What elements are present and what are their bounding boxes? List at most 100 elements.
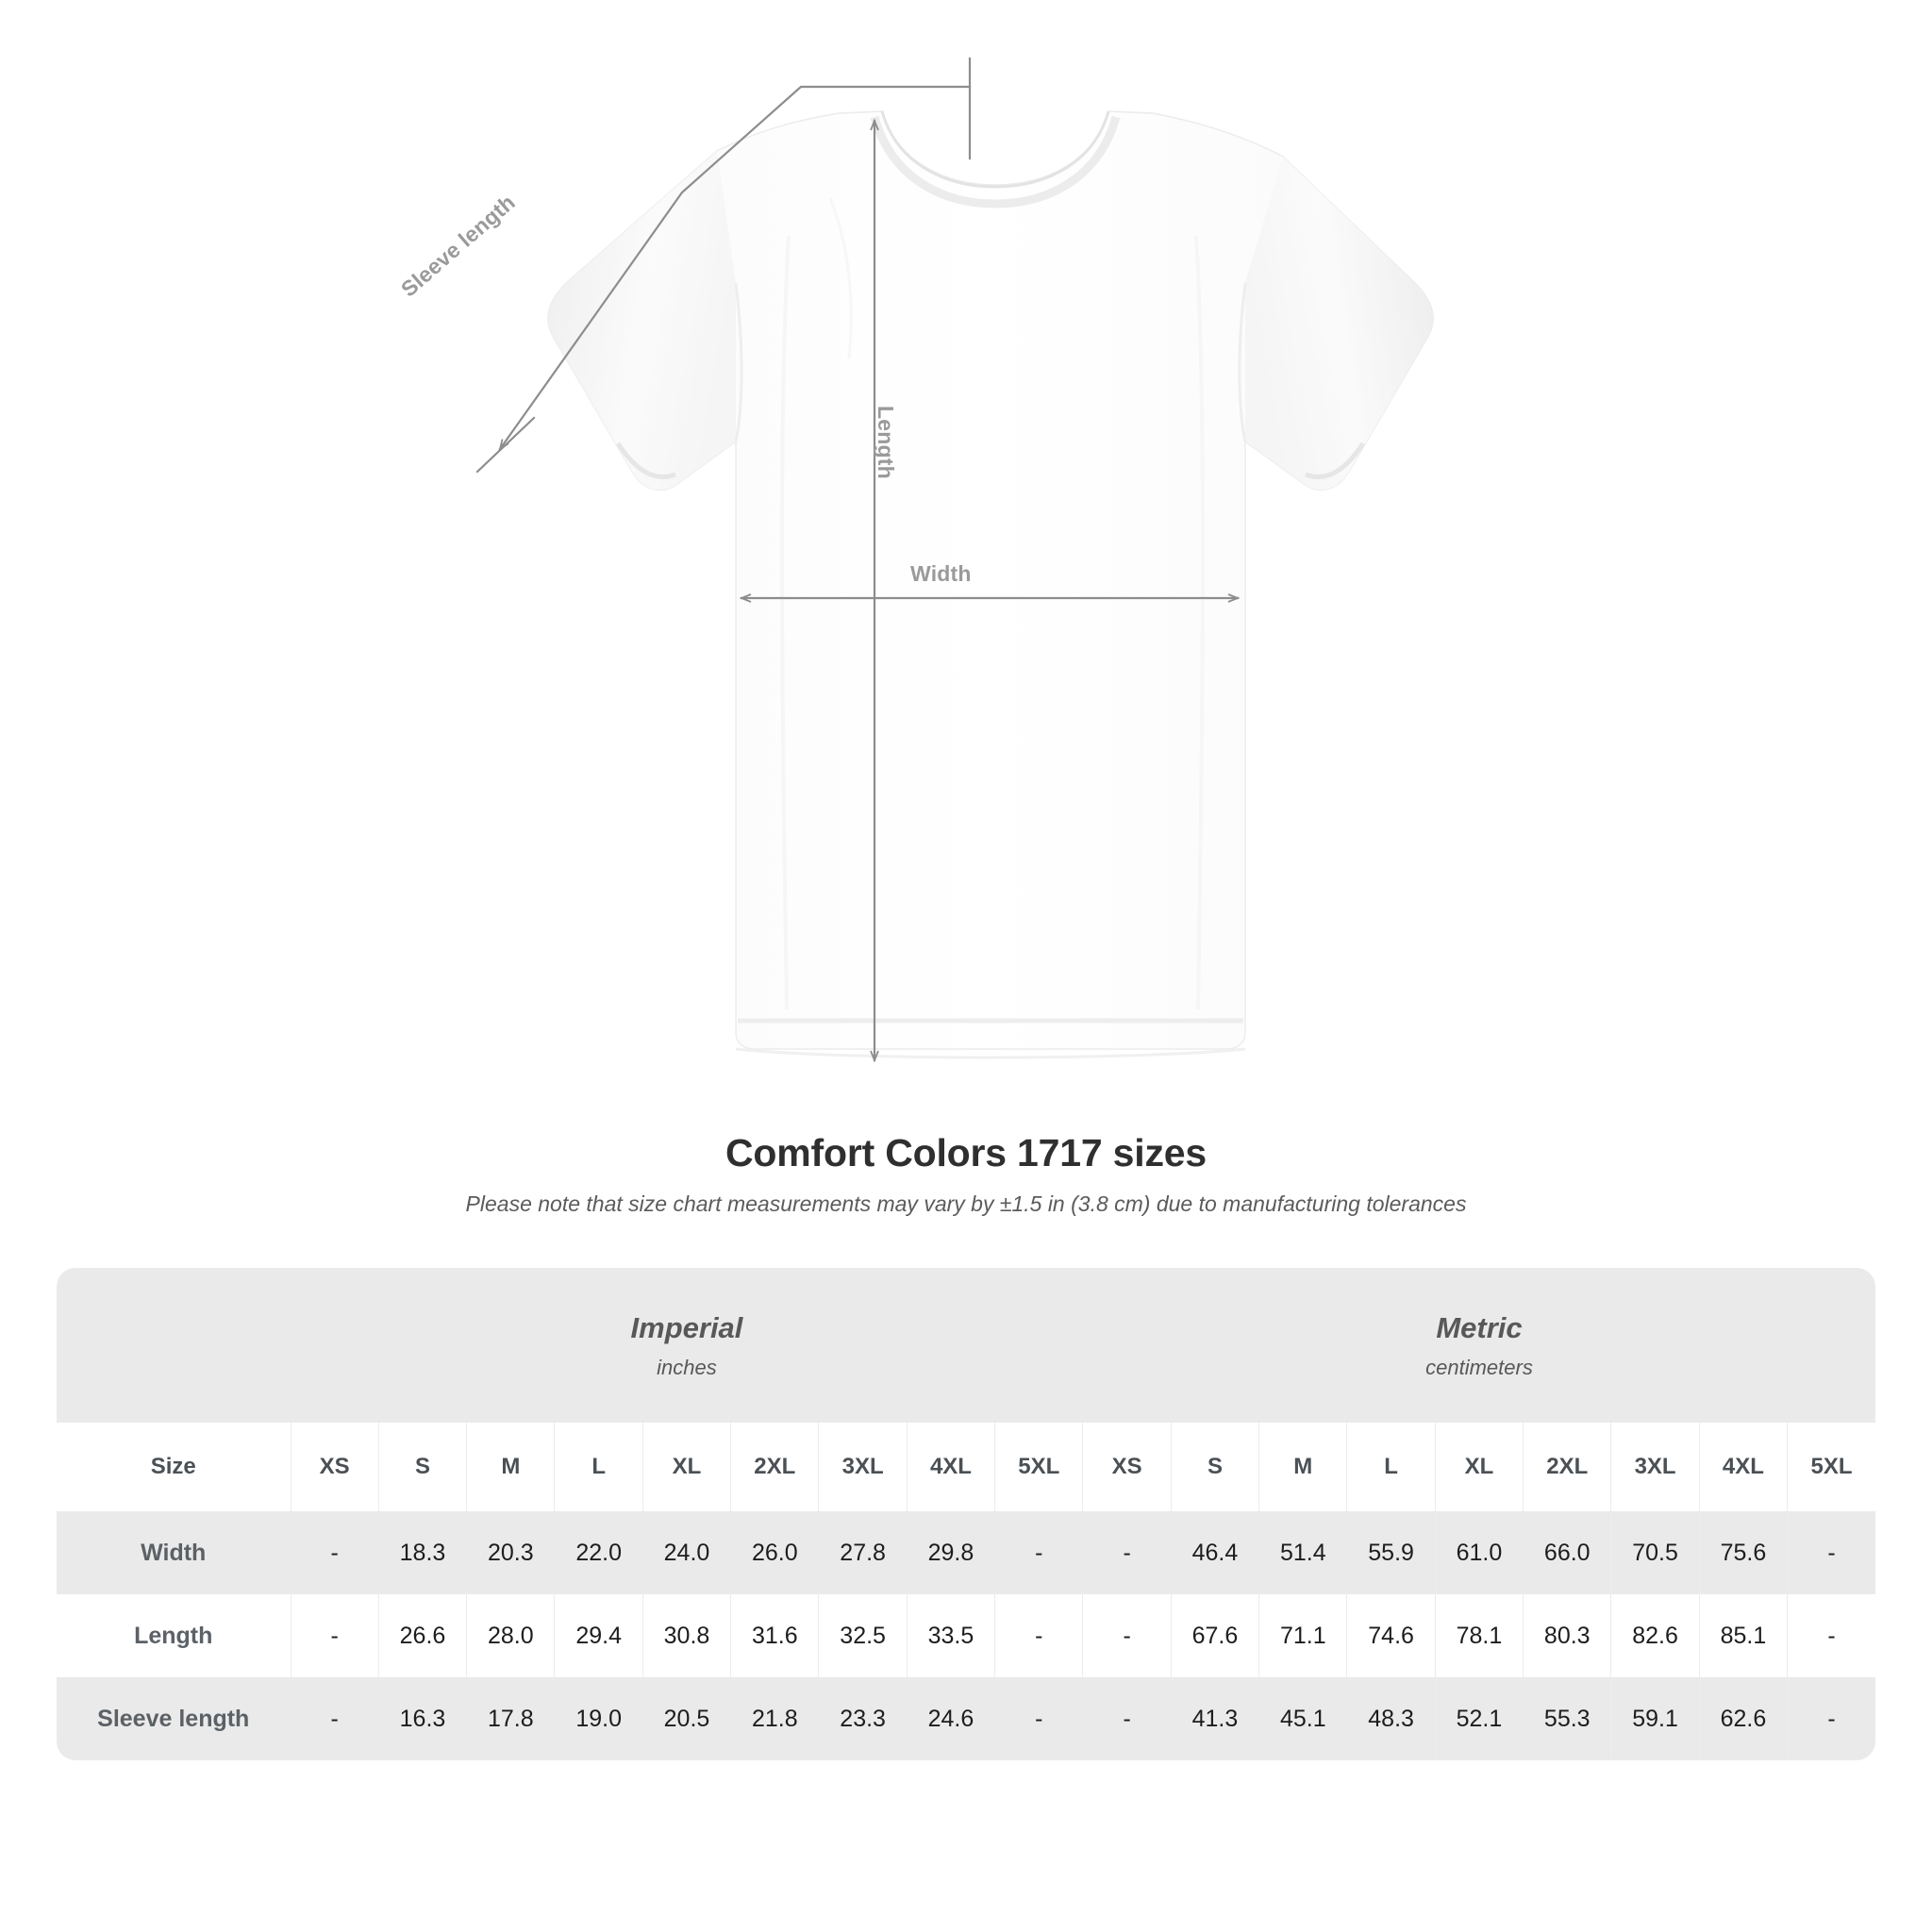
size-header-m: M [1258, 1423, 1347, 1511]
table-row: Sleeve length -16.3 17.8 19.0 20.5 21.8 23.3 24… [57, 1677, 1875, 1760]
size-header-xs: XS [1082, 1423, 1172, 1511]
cell-imperial-xl: 20.5 [641, 1677, 731, 1760]
unit-group-imperial: Imperial inches [291, 1268, 1083, 1423]
size-header-5xl: 5XL [994, 1423, 1083, 1511]
cell-metric-xs: - [1082, 1677, 1172, 1760]
page-title: Comfort Colors 1717 sizes [725, 1131, 1207, 1174]
cell-imperial-3xl: 23.3 [818, 1677, 908, 1760]
table-row: Length -26.6 28.0 29.4 30.8 31.6 32.5 33.5- -67.… [57, 1594, 1875, 1677]
length-label: Length [874, 406, 898, 479]
cell-metric-4xl: 62.6 [1698, 1677, 1788, 1760]
size-header-5xl: 5XL [1787, 1423, 1875, 1511]
size-header-l: L [554, 1423, 643, 1511]
tshirt-measurement-diagram: Sleeve length Length Width [396, 57, 1434, 1063]
cell-metric-m: 71.1 [1258, 1594, 1347, 1677]
size-header-s: S [1170, 1423, 1259, 1511]
size-header-m: M [466, 1423, 555, 1511]
measurement-guides [475, 57, 1241, 1063]
cell-metric-3xl: 70.5 [1610, 1511, 1700, 1594]
cell-imperial-xs: - [290, 1511, 379, 1594]
unit-group-metric: Metric centimeters [1082, 1268, 1875, 1423]
cell-metric-4xl: 85.1 [1698, 1594, 1788, 1677]
cell-metric-m: 51.4 [1258, 1511, 1347, 1594]
cell-metric-l: 74.6 [1346, 1594, 1436, 1677]
cell-imperial-5xl: - [994, 1677, 1083, 1760]
unit-row-spacer [57, 1268, 291, 1423]
cell-metric-3xl: 82.6 [1610, 1594, 1700, 1677]
cell-imperial-4xl: 24.6 [906, 1677, 995, 1760]
size-header-label: Size [57, 1423, 291, 1511]
unit-header-row: Imperial inches Metric centimeters [57, 1268, 1875, 1423]
size-header-4xl: 4XL [906, 1423, 995, 1511]
cell-metric-2xl: 80.3 [1523, 1594, 1611, 1677]
cell-imperial-m: 28.0 [466, 1594, 555, 1677]
cell-metric-xl: 52.1 [1434, 1677, 1524, 1760]
unit-group-subtitle: inches [657, 1356, 717, 1380]
cell-imperial-s: 16.3 [377, 1677, 467, 1760]
row-label-sleeve-length: Sleeve length [57, 1677, 291, 1760]
cell-imperial-3xl: 27.8 [818, 1511, 908, 1594]
cell-metric-s: 46.4 [1170, 1511, 1259, 1594]
cell-metric-3xl: 59.1 [1610, 1677, 1700, 1760]
tolerance-note: Please note that size chart measurements… [465, 1191, 1467, 1217]
cell-imperial-4xl: 33.5 [906, 1594, 995, 1677]
cell-imperial-m: 20.3 [466, 1511, 555, 1594]
cell-metric-2xl: 66.0 [1523, 1511, 1611, 1594]
size-header-xs: XS [290, 1423, 379, 1511]
cell-imperial-3xl: 32.5 [818, 1594, 908, 1677]
cell-imperial-2xl: 26.0 [730, 1511, 819, 1594]
cell-imperial-5xl: - [994, 1594, 1083, 1677]
size-header-2xl: 2XL [1523, 1423, 1611, 1511]
unit-group-subtitle: centimeters [1425, 1356, 1533, 1380]
row-label-length: Length [57, 1594, 291, 1677]
cell-imperial-xl: 24.0 [641, 1511, 731, 1594]
cell-imperial-s: 26.6 [377, 1594, 467, 1677]
sleeve-length-dimension [475, 85, 972, 474]
cell-imperial-xl: 30.8 [641, 1594, 731, 1677]
size-header-2xl: 2XL [730, 1423, 819, 1511]
size-header-3xl: 3XL [818, 1423, 908, 1511]
width-label: Width [910, 561, 972, 586]
cell-imperial-s: 18.3 [377, 1511, 467, 1594]
cell-imperial-5xl: - [994, 1511, 1083, 1594]
cell-metric-s: 67.6 [1170, 1594, 1259, 1677]
size-header-s: S [377, 1423, 467, 1511]
cell-metric-2xl: 55.3 [1523, 1677, 1611, 1760]
sleeve-length-line [498, 85, 972, 451]
cell-imperial-m: 17.8 [466, 1677, 555, 1760]
cell-metric-l: 55.9 [1346, 1511, 1436, 1594]
cell-imperial-xs: - [290, 1594, 379, 1677]
cell-metric-xs: - [1082, 1594, 1172, 1677]
cell-metric-m: 45.1 [1258, 1677, 1347, 1760]
tshirt-body-shape [547, 110, 1434, 1059]
size-header-3xl: 3XL [1610, 1423, 1700, 1511]
cell-imperial-4xl: 29.8 [906, 1511, 995, 1594]
cell-metric-5xl: - [1787, 1677, 1875, 1760]
unit-group-name: Imperial [630, 1310, 743, 1344]
sleeve-length-tick [475, 416, 536, 474]
cell-imperial-2xl: 31.6 [730, 1594, 819, 1677]
size-header-xl: XL [641, 1423, 731, 1511]
size-header-row: Size XS S M L XL 2XL 3XL 4XL 5XL XS S M L XL 2XL 3XL 4XL 5… [57, 1423, 1875, 1511]
size-header-4xl: 4XL [1698, 1423, 1788, 1511]
table-row: Width -18.3 20.3 22.0 24.0 26.0 27.8 29.8- -46.4… [57, 1511, 1875, 1594]
cell-metric-5xl: - [1787, 1594, 1875, 1677]
tshirt-illustration [475, 57, 1434, 1063]
unit-group-name: Metric [1436, 1310, 1523, 1344]
cell-metric-s: 41.3 [1170, 1677, 1259, 1760]
cell-metric-4xl: 75.6 [1698, 1511, 1788, 1594]
size-chart-table: Imperial inches Metric centimeters Size XS S M L… [57, 1268, 1875, 1760]
row-label-width: Width [57, 1511, 291, 1594]
cell-metric-xs: - [1082, 1511, 1172, 1594]
size-chart-card: Imperial inches Metric centimeters Size XS S M L… [57, 1268, 1875, 1760]
cell-metric-xl: 78.1 [1434, 1594, 1524, 1677]
cell-imperial-2xl: 21.8 [730, 1677, 819, 1760]
size-header-l: L [1346, 1423, 1436, 1511]
cell-metric-5xl: - [1787, 1511, 1875, 1594]
cell-imperial-xs: - [290, 1677, 379, 1760]
cell-imperial-l: 19.0 [554, 1677, 643, 1760]
cell-metric-xl: 61.0 [1434, 1511, 1524, 1594]
cell-metric-l: 48.3 [1346, 1677, 1436, 1760]
size-header-xl: XL [1434, 1423, 1524, 1511]
cell-imperial-l: 22.0 [554, 1511, 643, 1594]
